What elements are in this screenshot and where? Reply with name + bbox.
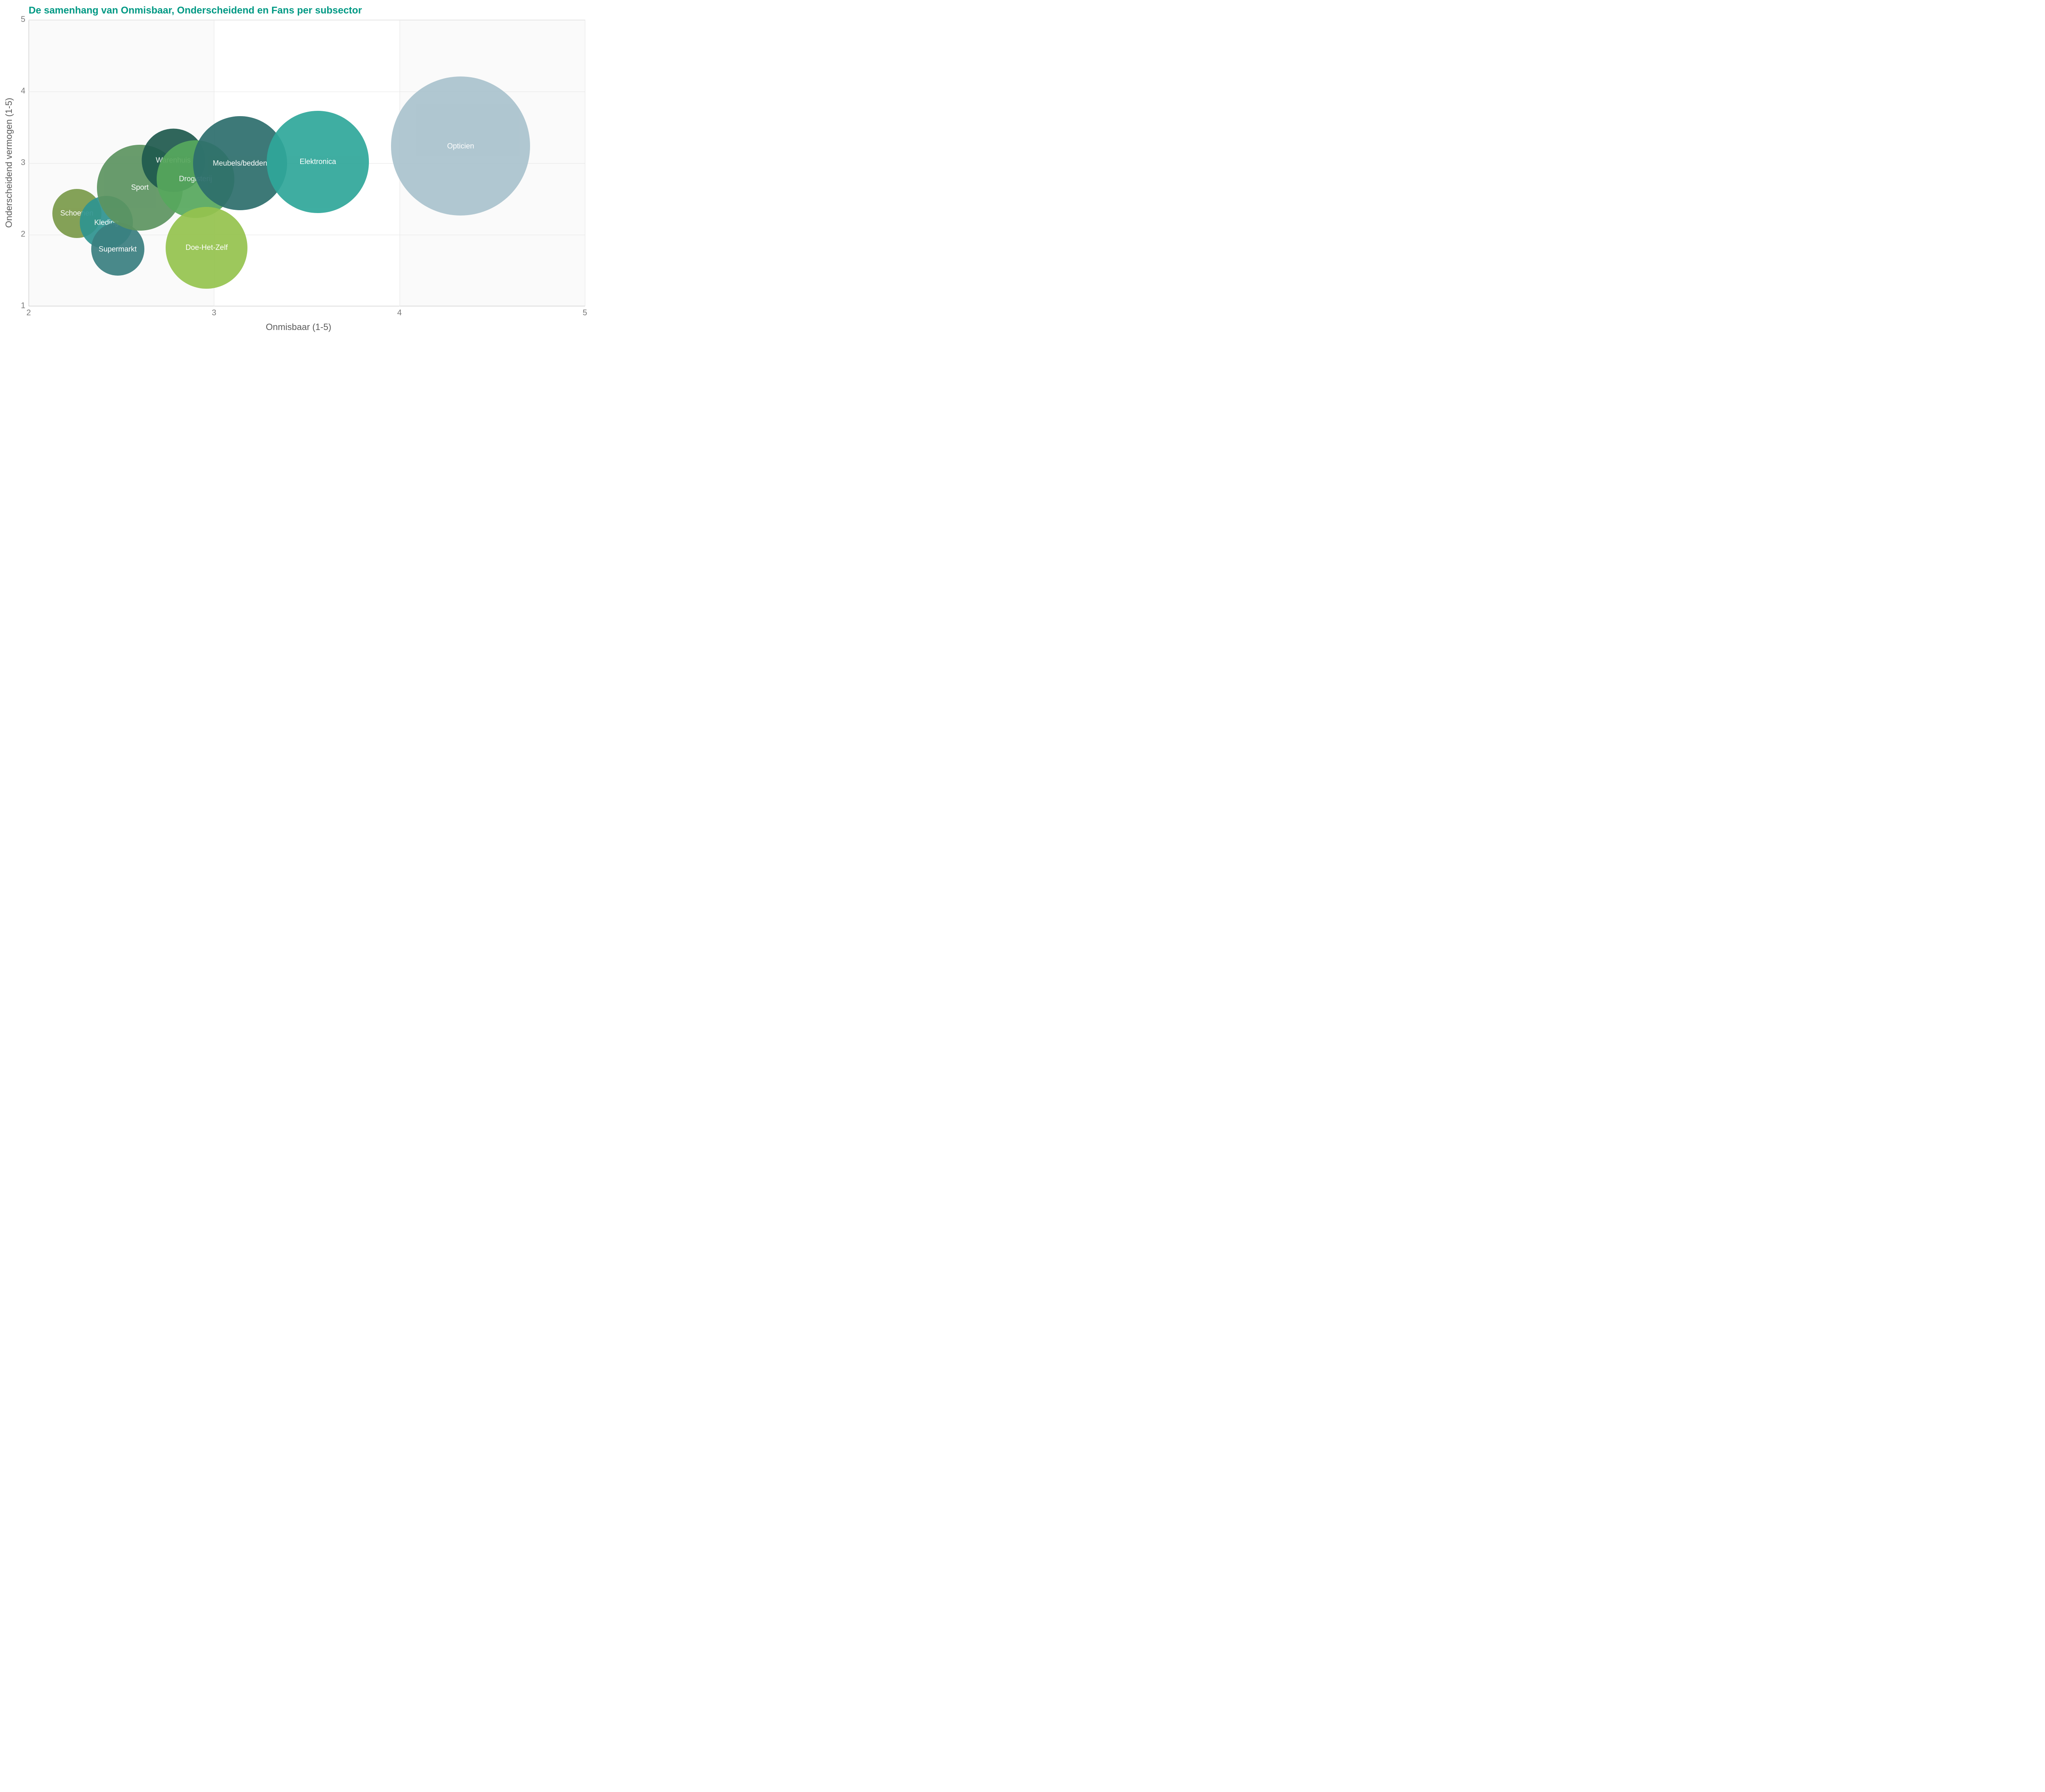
bubble-doe-het-zelf[interactable]: Doe-Het-Zelf: [166, 207, 247, 289]
bubble-label: Opticien: [447, 142, 474, 150]
y-tick-label: 1: [9, 301, 25, 311]
x-tick-label: 5: [582, 308, 587, 318]
plot-area: SchoenenKledingSupermarktSportWarenhuisD…: [29, 20, 585, 306]
y-tick-label: 2: [9, 230, 25, 239]
y-tick-label: 3: [9, 158, 25, 168]
bubble-opticien[interactable]: Opticien: [391, 76, 530, 216]
x-tick-label: 3: [212, 308, 216, 318]
y-tick-label: 5: [9, 15, 25, 25]
x-tick-label: 2: [26, 308, 31, 318]
bubble-elektronica[interactable]: Elektronica: [267, 111, 369, 213]
bubble-label: Doe-Het-Zelf: [186, 243, 228, 252]
chart-container: De samenhang van Onmisbaar, Onderscheide…: [0, 0, 597, 335]
x-tick-label: 4: [397, 308, 402, 318]
bubble-supermarkt[interactable]: Supermarkt: [91, 222, 144, 276]
chart-title: De samenhang van Onmisbaar, Onderscheide…: [29, 5, 362, 16]
bubble-label: Elektronica: [300, 157, 336, 166]
y-tick-label: 4: [9, 87, 25, 96]
x-axis-label: Onmisbaar (1-5): [266, 322, 331, 332]
bubble-label: Sport: [131, 183, 148, 192]
bubble-label: Meubels/bedden: [213, 159, 267, 168]
bubble-label: Supermarkt: [99, 245, 137, 254]
